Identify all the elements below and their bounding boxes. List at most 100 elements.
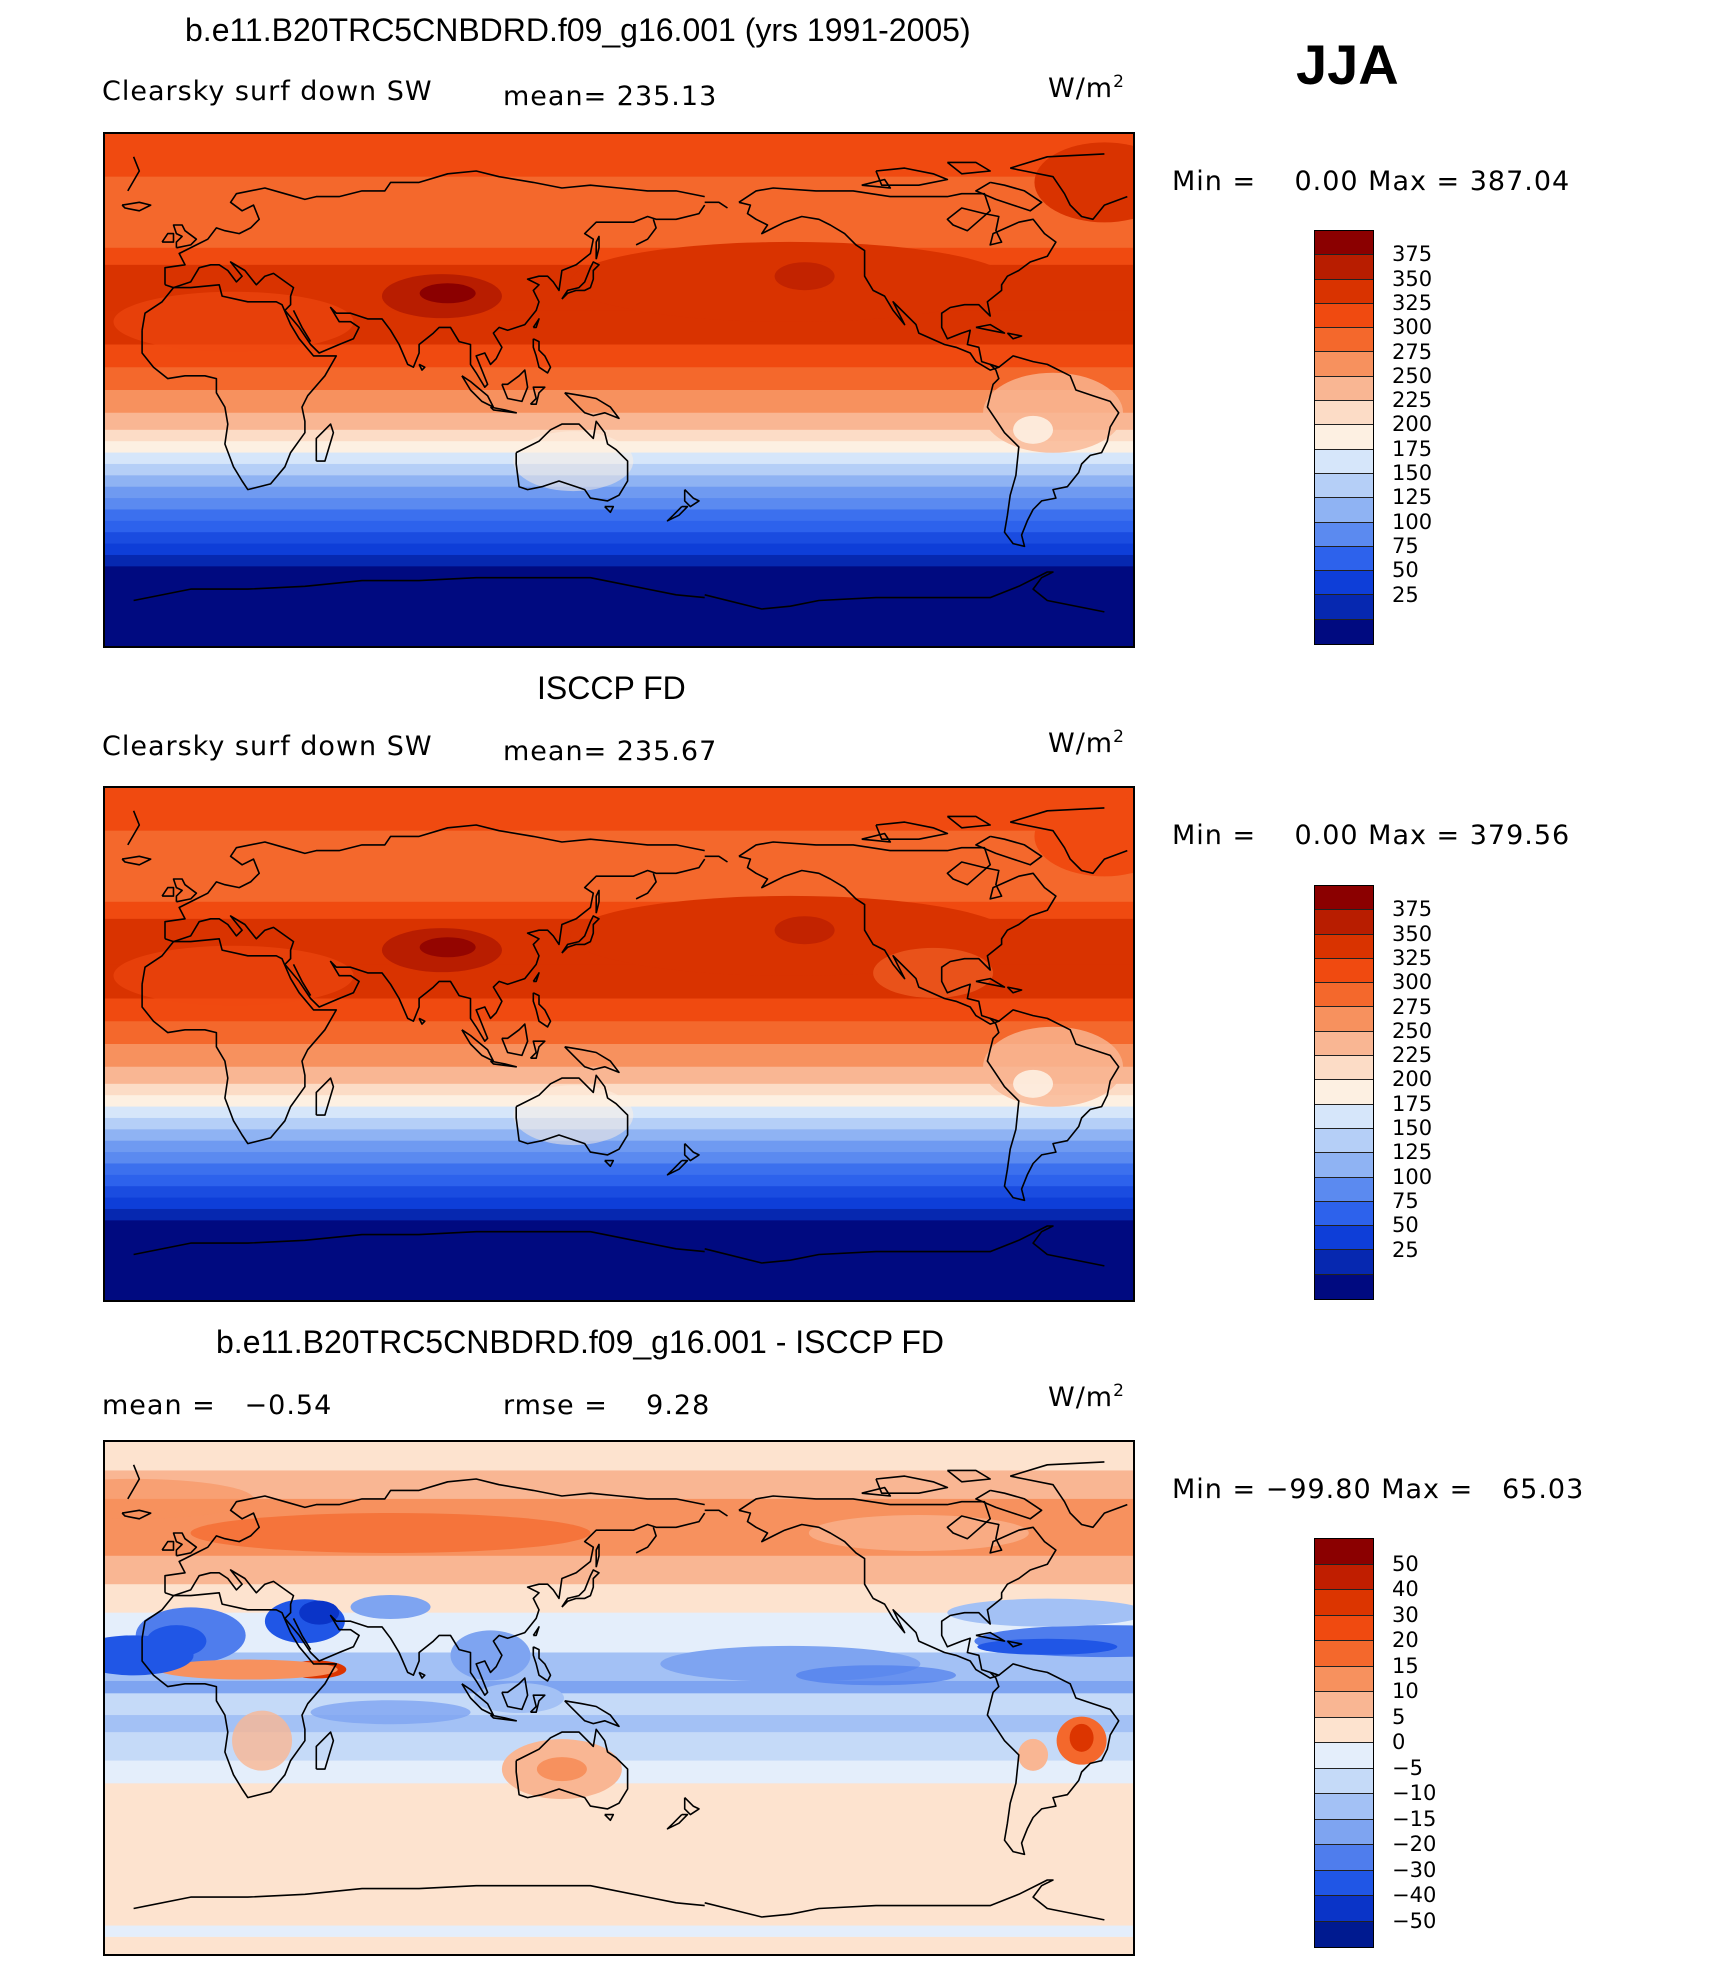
colorbar-swatch bbox=[1315, 1615, 1373, 1641]
colorbar-tick-label: 20 bbox=[1392, 1628, 1419, 1652]
colorbar-tick-label: 150 bbox=[1392, 461, 1433, 485]
colorbar-tick-label: 275 bbox=[1392, 339, 1433, 364]
panel-2-variable-label: Clearsky surf down SW bbox=[102, 731, 433, 762]
colorbar-tick-label: −50 bbox=[1392, 1908, 1437, 1933]
colorbar-swatch bbox=[1315, 522, 1373, 547]
colorbar-swatch bbox=[1315, 1845, 1373, 1871]
colorbar-swatch bbox=[1315, 1870, 1373, 1896]
colorbar-tick-label: −20 bbox=[1392, 1832, 1437, 1856]
colorbar-tick-label: 125 bbox=[1392, 1140, 1433, 1165]
colorbar-swatches bbox=[1314, 885, 1374, 1301]
colorbar-tick-label: 325 bbox=[1392, 290, 1433, 315]
colorbar-swatch bbox=[1315, 1590, 1373, 1616]
colorbar-swatch bbox=[1315, 595, 1373, 620]
colorbar-tick-label: 150 bbox=[1392, 1116, 1433, 1140]
colorbar-swatch bbox=[1315, 1794, 1373, 1820]
colorbar-tick-label: 250 bbox=[1392, 1018, 1433, 1043]
colorbar-swatch bbox=[1315, 401, 1373, 426]
colorbar-swatch bbox=[1315, 328, 1373, 353]
colorbar-tick-label: −30 bbox=[1392, 1857, 1437, 1882]
panel-2-map bbox=[103, 786, 1135, 1302]
colorbar-swatch bbox=[1315, 1666, 1373, 1692]
colorbar-tick-label: 25 bbox=[1392, 582, 1419, 607]
colorbar-tick-label: 50 bbox=[1392, 558, 1419, 583]
colorbar-tick-label: 15 bbox=[1392, 1653, 1419, 1678]
colorbar-tick-label: 225 bbox=[1392, 388, 1433, 413]
colorbar-swatch bbox=[1315, 1717, 1373, 1743]
panel-3-min-max: Min = −99.80 Max = 65.03 bbox=[1172, 1474, 1585, 1505]
colorbar-swatch bbox=[1315, 449, 1373, 474]
colorbar-tick-label: 100 bbox=[1392, 1164, 1433, 1189]
panel-2-min-max: Min = 0.00 Max = 379.56 bbox=[1172, 820, 1571, 851]
colorbar-tick-label: 30 bbox=[1392, 1602, 1419, 1627]
colorbar-tick-label: 300 bbox=[1392, 315, 1433, 340]
colorbar-tick-label: −40 bbox=[1392, 1883, 1437, 1907]
panel-3-title: b.e11.B20TRC5CNBDRD.f09_g16.001 - ISCCP … bbox=[216, 1324, 945, 1360]
panel-1-map bbox=[103, 132, 1135, 648]
colorbar-swatch bbox=[1315, 1104, 1373, 1129]
colorbar-tick-label: 350 bbox=[1392, 921, 1433, 946]
panel-3-map bbox=[103, 1440, 1135, 1956]
colorbar-tick-label: 300 bbox=[1392, 970, 1433, 995]
colorbar-swatch bbox=[1315, 934, 1373, 959]
colorbar-tick-label: 175 bbox=[1392, 1091, 1433, 1116]
colorbar-swatch bbox=[1315, 1056, 1373, 1081]
panel-2-mean-label: mean= 235.67 bbox=[503, 736, 718, 767]
colorbar-swatch bbox=[1315, 1226, 1373, 1251]
colorbar-swatch bbox=[1315, 1201, 1373, 1227]
colorbar-swatch bbox=[1315, 1819, 1373, 1845]
colorbar-tick-label: 40 bbox=[1392, 1577, 1419, 1601]
colorbar-tick-label: 0 bbox=[1392, 1730, 1406, 1754]
colorbar-swatch bbox=[1315, 1274, 1373, 1300]
colorbar-swatch bbox=[1315, 1692, 1373, 1718]
colorbar-tick-label: −10 bbox=[1392, 1781, 1437, 1805]
colorbar-tick-label: 100 bbox=[1392, 509, 1433, 534]
colorbar-tick-label: 275 bbox=[1392, 994, 1433, 1019]
colorbar-swatch bbox=[1315, 983, 1373, 1008]
colorbar-swatch bbox=[1315, 619, 1373, 645]
panel-2-title: ISCCP FD bbox=[537, 670, 686, 706]
panel-3-rmse-label: rmse = 9.28 bbox=[503, 1390, 711, 1421]
colorbar-tick-label: 75 bbox=[1392, 1188, 1419, 1213]
colorbar-swatches bbox=[1314, 230, 1374, 646]
panel-1-unit-label: W/m2 bbox=[1048, 72, 1125, 104]
colorbar-swatch bbox=[1315, 1177, 1373, 1202]
colorbar-swatch bbox=[1315, 255, 1373, 280]
colorbar-swatch bbox=[1315, 1743, 1373, 1769]
colorbar-tick-label: 200 bbox=[1392, 1067, 1433, 1092]
colorbar-swatch bbox=[1315, 376, 1373, 402]
colorbar-swatch bbox=[1315, 1539, 1373, 1565]
colorbar-swatch bbox=[1315, 1031, 1373, 1057]
colorbar-swatch bbox=[1315, 473, 1373, 499]
panel-1-min-max: Min = 0.00 Max = 387.04 bbox=[1172, 166, 1571, 197]
colorbar-swatch bbox=[1315, 546, 1373, 572]
colorbar-tick-label: 5 bbox=[1392, 1704, 1406, 1729]
colorbar-tick-label: 50 bbox=[1392, 1213, 1419, 1238]
colorbar-swatch bbox=[1315, 1007, 1373, 1032]
colorbar-tick-label: 225 bbox=[1392, 1043, 1433, 1068]
colorbar-tick-label: 75 bbox=[1392, 533, 1419, 558]
colorbar-tick-label: 25 bbox=[1392, 1237, 1419, 1262]
colorbar-swatch bbox=[1315, 1896, 1373, 1922]
colorbar-swatches bbox=[1314, 1538, 1374, 1948]
colorbar-swatch bbox=[1315, 958, 1373, 984]
panel-1-variable-label: Clearsky surf down SW bbox=[102, 76, 433, 107]
colorbar-swatch bbox=[1315, 1153, 1373, 1178]
colorbar-swatch bbox=[1315, 279, 1373, 304]
colorbar-tick-label: 350 bbox=[1392, 266, 1433, 291]
colorbar-tick-label: 325 bbox=[1392, 945, 1433, 970]
colorbar-swatch bbox=[1315, 425, 1373, 450]
colorbar-swatch bbox=[1315, 1768, 1373, 1794]
colorbar-swatch bbox=[1315, 1921, 1373, 1947]
colorbar-swatch bbox=[1315, 498, 1373, 523]
colorbar-tick-label: −15 bbox=[1392, 1806, 1437, 1831]
panel-3-mean-label: mean = −0.54 bbox=[102, 1390, 333, 1421]
colorbar-swatch bbox=[1315, 1250, 1373, 1275]
colorbar-tick-label: 175 bbox=[1392, 436, 1433, 461]
colorbar-tick-label: 250 bbox=[1392, 363, 1433, 388]
panel-3-unit-label: W/m2 bbox=[1048, 1381, 1125, 1413]
colorbar-swatch bbox=[1315, 1564, 1373, 1590]
colorbar-swatch bbox=[1315, 910, 1373, 935]
season-label: JJA bbox=[1296, 33, 1399, 96]
colorbar-tick-label: −5 bbox=[1392, 1755, 1423, 1780]
